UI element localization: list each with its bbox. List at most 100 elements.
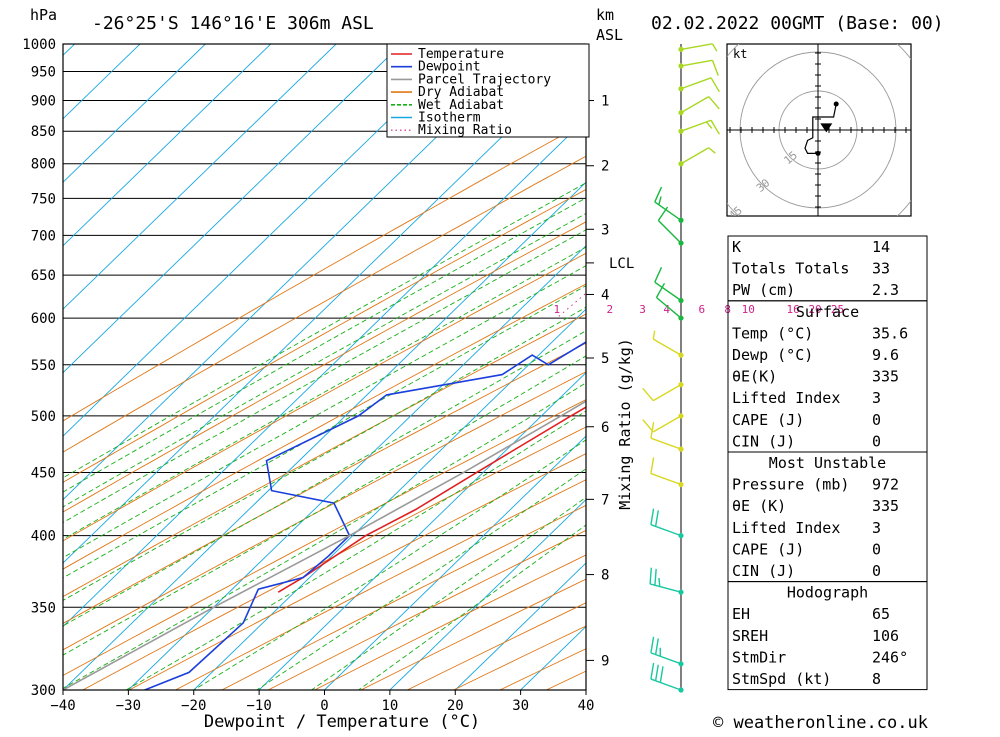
wind-barb-station [678, 315, 683, 320]
table-label: StmDir [732, 648, 786, 666]
table-label: EH [732, 605, 750, 623]
wind-barb-station [678, 482, 683, 487]
table-value: 3 [872, 389, 881, 407]
table-value: 2.3 [872, 281, 899, 299]
pressure-tick-label: 750 [31, 191, 56, 207]
wind-barb-staff [653, 339, 681, 355]
wind-barb [655, 187, 684, 223]
datetime-title: 02.02.2022 00GMT (Base: 00) [651, 13, 944, 34]
pressure-tick-label: 950 [31, 65, 56, 81]
pressure-tick-label: 600 [31, 311, 56, 327]
table-section-title: Most Unstable [769, 454, 886, 472]
wind-barb-flag [651, 663, 654, 679]
isotherm-line [128, 44, 793, 690]
wind-barb-staff [651, 438, 681, 449]
table-value: 9.6 [872, 346, 899, 364]
wind-barb-flag [711, 78, 719, 92]
pressure-tick-label: 350 [31, 600, 56, 616]
table-label: StmSpd (kt) [732, 670, 831, 688]
isotherm-line [0, 44, 663, 690]
km-unit-label: km [596, 6, 614, 24]
pressure-tick-label: 900 [31, 94, 56, 110]
wind-barb-staff [681, 44, 713, 50]
pressure-tick-label: 500 [31, 409, 56, 425]
table-value: 33 [872, 260, 890, 278]
wind-barb-station [678, 661, 683, 666]
temperature-tick-label: −30 [116, 698, 141, 714]
table-section-title: Hodograph [787, 584, 868, 602]
wind-barb-flag [656, 510, 659, 526]
table-label: K [732, 238, 741, 256]
wind-barb [678, 44, 716, 52]
wind-barb-station [678, 129, 683, 134]
pressure-unit-label: hPa [30, 6, 57, 24]
height-tick-label: 8 [601, 568, 609, 584]
hodograph-surface-point [816, 151, 821, 156]
table-value: 0 [872, 562, 881, 580]
wind-barb [651, 457, 684, 487]
height-tick-label: 2 [601, 159, 609, 175]
temperature-tick-label: −40 [50, 698, 75, 714]
table-label: CIN (J) [732, 432, 795, 450]
pressure-tick-label: 400 [31, 529, 56, 545]
wind-barb-flag [713, 44, 717, 51]
table-value: 0 [872, 432, 881, 450]
isotherm-line [0, 44, 402, 690]
wind-barb-flag [650, 568, 651, 584]
wind-barb-station [678, 110, 683, 115]
mixing-ratio-value: 2 [606, 303, 613, 316]
wind-barb-flag [711, 120, 719, 134]
wind-barb-flag [651, 637, 654, 653]
table-value: 106 [872, 627, 899, 645]
height-tick-label: 4 [601, 287, 609, 303]
wind-barb-station [678, 590, 683, 595]
wind-barb-station [678, 47, 683, 52]
table-label: Temp (°C) [732, 324, 813, 342]
wind-barb-flag [655, 569, 656, 585]
wind-barb-station [678, 240, 683, 245]
hodograph-unit: kt [733, 47, 747, 61]
height-tick-label: 1 [601, 94, 609, 110]
x-axis-label: Dewpoint / Temperature (°C) [204, 712, 480, 732]
wind-barb-station [678, 353, 683, 358]
mixing-ratio-value: 6 [699, 303, 706, 316]
wind-barb-station [678, 63, 683, 68]
table-label: Dewp (°C) [732, 346, 813, 364]
table-label: SREH [732, 627, 768, 645]
table-label: CIN (J) [732, 562, 795, 580]
hodograph-top-point [834, 102, 839, 107]
wind-barb-station [678, 161, 683, 166]
wind-barb-flag [656, 665, 659, 681]
wind-barb-staff [651, 474, 681, 485]
wind-barb-station [678, 218, 683, 223]
table-label: PW (cm) [732, 281, 795, 299]
wind-barb-flag [713, 60, 719, 75]
wind-barb [651, 509, 684, 539]
wind-barb-station [678, 533, 683, 538]
temperature-tick-label: −20 [181, 698, 206, 714]
table-label: CAPE (J) [732, 540, 804, 558]
table-value: 972 [872, 476, 899, 494]
wind-barb [651, 663, 684, 693]
wind-barb-flag [709, 97, 720, 109]
table-label: θE (K) [732, 497, 786, 515]
wind-barb-station [678, 382, 683, 387]
wind-barb-flag [651, 509, 654, 525]
wind-barb-station [678, 86, 683, 91]
height-tick-label: 7 [601, 492, 609, 508]
wind-barb-flag [659, 578, 660, 587]
wind-barb [643, 413, 684, 432]
wind-barb-station [678, 447, 683, 452]
wind-barb [678, 97, 719, 116]
wind-barb-flag [651, 457, 654, 473]
wind-barb-staff [658, 220, 681, 243]
temperature-tick-label: 40 [578, 698, 595, 714]
pressure-tick-label: 450 [31, 465, 56, 481]
pressure-tick-label: 550 [31, 358, 56, 374]
wind-barb [643, 382, 684, 401]
mixing-ratio-axis-label: Mixing Ratio (g/kg) [616, 338, 634, 510]
table-value: 14 [872, 238, 890, 256]
wind-barb-flag [655, 267, 662, 282]
